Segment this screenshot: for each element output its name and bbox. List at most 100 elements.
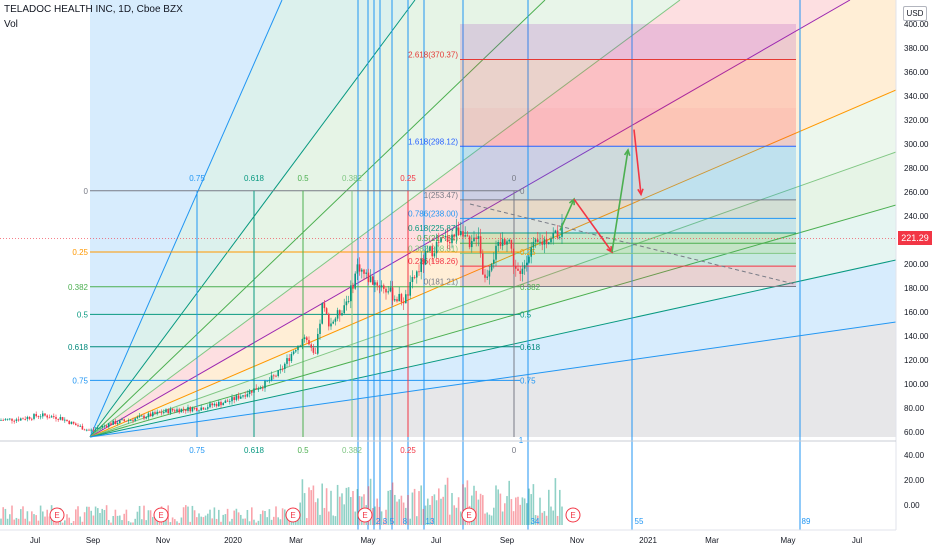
volume-bar: [112, 515, 114, 525]
volume-bar: [20, 509, 22, 525]
earnings-marker[interactable]: [49, 507, 65, 523]
gann-time-label: 0.618: [244, 446, 265, 455]
candle-body: [46, 415, 48, 418]
candle-body: [550, 238, 552, 243]
volume-bar: [321, 483, 323, 525]
candle-body: [457, 227, 460, 235]
candle-body: [77, 425, 79, 427]
candle-body: [517, 268, 519, 271]
volume-bar: [220, 521, 222, 525]
candle-body: [114, 420, 117, 424]
volume-bar: [180, 517, 183, 525]
gann-time-label: 0.25: [400, 446, 416, 455]
volume-bar: [301, 479, 304, 525]
volume-bar: [383, 519, 385, 525]
volume-bar: [308, 487, 310, 525]
currency-label[interactable]: USD: [903, 6, 927, 21]
volume-indicator-label: Vol: [4, 19, 18, 30]
price-tick-label: 320.00: [904, 116, 929, 125]
candle-body: [387, 291, 389, 293]
candle-body: [240, 396, 242, 399]
volume-bar: [141, 519, 143, 525]
volume-bar: [354, 511, 356, 525]
volume-bar: [79, 516, 81, 525]
candle-body: [187, 407, 189, 411]
earnings-marker[interactable]: [285, 507, 301, 523]
candle-body: [44, 413, 46, 416]
volume-bar: [438, 488, 440, 525]
volume-bar: [70, 522, 73, 525]
volume-bar: [88, 506, 90, 525]
candle-body: [81, 425, 84, 430]
candle-body: [416, 271, 418, 278]
volume-bar: [266, 517, 268, 525]
time-tick-label: 2021: [639, 536, 657, 545]
candle-body: [295, 350, 297, 352]
candle-body: [189, 407, 191, 412]
volume-bar: [110, 522, 112, 525]
candle-body: [339, 310, 341, 316]
volume-bar: [464, 487, 466, 525]
earnings-marker[interactable]: [357, 507, 373, 523]
candle-body: [407, 294, 409, 296]
earnings-marker[interactable]: [461, 507, 477, 523]
fib-time-label: 3: [383, 517, 388, 526]
volume-bar: [37, 520, 40, 525]
volume-bar: [68, 517, 70, 525]
candle-body: [119, 420, 121, 423]
volume-bar: [440, 498, 442, 525]
candle-body: [389, 287, 392, 292]
price-tick-label: 240.00: [904, 212, 929, 221]
volume-bar: [226, 508, 229, 525]
volume-bar: [343, 504, 345, 525]
candle-body: [136, 417, 139, 419]
gann-fan-line: [89, 0, 283, 438]
gann-level-label: 0.25: [520, 248, 536, 257]
fib-level-label: 1.618(298.12): [408, 137, 458, 146]
volume-bar: [149, 510, 152, 525]
volume-bar: [391, 482, 394, 525]
time-tick-label: Nov: [570, 536, 584, 545]
volume-bar: [33, 514, 35, 525]
candle-body: [350, 285, 352, 302]
candle-body: [123, 419, 125, 421]
volume-bar: [242, 518, 244, 525]
price-tick-label: 360.00: [904, 68, 929, 77]
candle-body: [449, 241, 451, 244]
candle-body: [244, 395, 246, 397]
time-axis: [0, 530, 932, 550]
fib-time-label: 55: [635, 517, 644, 526]
time-tick-label: 2020: [224, 536, 242, 545]
fib-zone: [460, 24, 796, 60]
volume-bar: [114, 509, 117, 525]
fib-level-label: 2.618(370.37): [408, 51, 458, 60]
candle-body: [26, 416, 29, 420]
candle-body: [319, 323, 321, 334]
earnings-marker[interactable]: [153, 507, 169, 523]
candle-body: [218, 401, 220, 407]
volume-bar: [26, 511, 29, 525]
candle-body: [424, 251, 427, 265]
candle-body: [97, 427, 99, 429]
candle-body: [9, 418, 11, 420]
candle-body: [105, 425, 108, 427]
volume-bar: [13, 519, 15, 525]
volume-bar: [125, 509, 128, 525]
candle-body: [156, 411, 158, 414]
fib-level-label: 0.236(198.26): [408, 257, 458, 266]
volume-bar: [211, 518, 213, 525]
volume-bar: [121, 520, 123, 525]
earnings-marker[interactable]: [565, 507, 581, 523]
volume-bar: [493, 507, 495, 525]
volume-bar: [237, 512, 240, 525]
volume-bar: [374, 506, 376, 525]
volume-bar: [15, 517, 18, 525]
candle-body: [431, 246, 433, 257]
earnings-marker-label: E: [54, 511, 59, 520]
volume-bar: [433, 494, 436, 525]
candle-body: [253, 388, 255, 393]
candle-body: [446, 235, 449, 242]
volume-bar: [554, 478, 557, 525]
